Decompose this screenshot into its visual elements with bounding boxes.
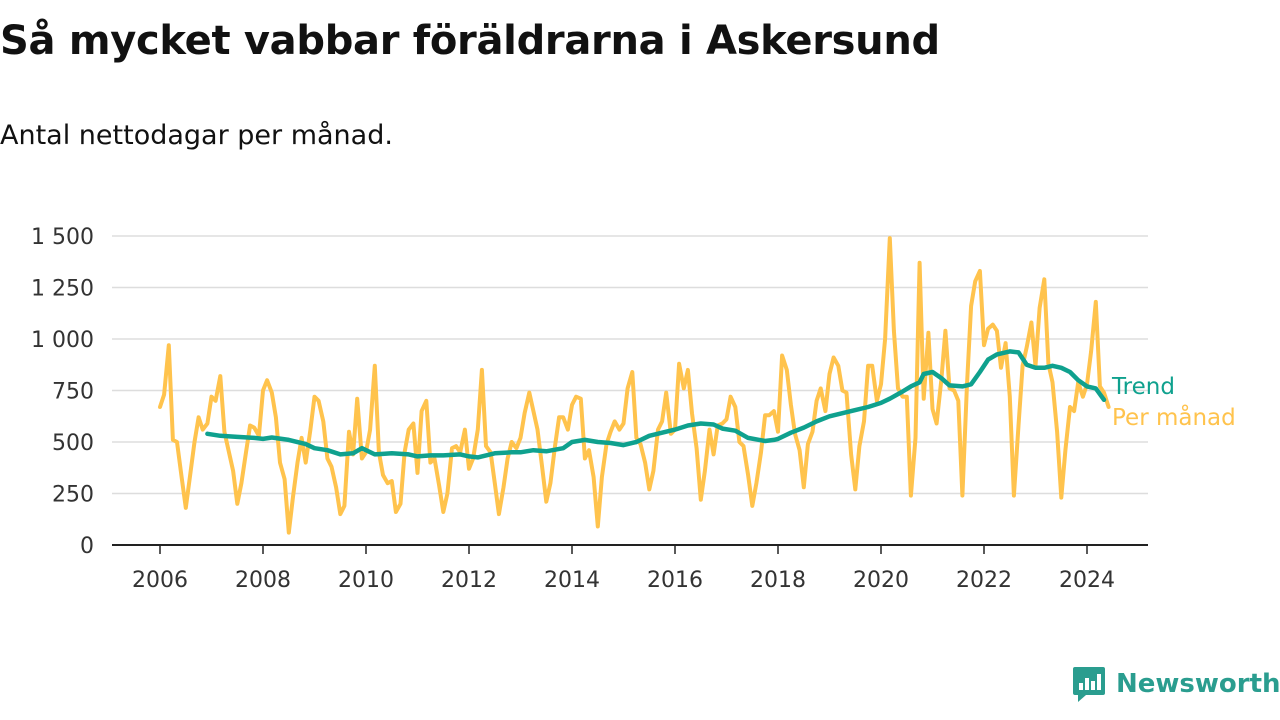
series-lines bbox=[158, 236, 1111, 535]
x-tick-label: 2020 bbox=[853, 568, 909, 593]
series-label-per-manad: Per månad bbox=[1112, 403, 1236, 431]
chart-subtitle: Antal nettodagar per månad. bbox=[0, 120, 393, 151]
brand-name: Newsworthy bbox=[1116, 669, 1280, 699]
series-labels: Trend Per månad bbox=[1111, 374, 1236, 431]
y-tick-label: 750 bbox=[52, 380, 94, 405]
x-tick-label: 2018 bbox=[750, 568, 806, 593]
axes: 0 250 500 750 1 000 1 250 1 500 2006 2008 2010 201… bbox=[31, 225, 1148, 593]
x-tick-label: 2010 bbox=[338, 568, 394, 593]
x-tick-label: 2006 bbox=[132, 568, 188, 593]
x-tick-label: 2014 bbox=[544, 568, 600, 593]
y-tick-label: 1 000 bbox=[31, 328, 94, 353]
x-tick-label: 2012 bbox=[441, 568, 497, 593]
x-tick-label: 2024 bbox=[1059, 568, 1115, 593]
x-tick-label: 2016 bbox=[647, 568, 703, 593]
y-tick-label: 250 bbox=[52, 483, 94, 508]
newsworthy-chart-icon bbox=[1073, 667, 1105, 702]
gridlines bbox=[112, 235, 1148, 495]
y-tick-label: 0 bbox=[80, 534, 94, 559]
x-tick-label: 2008 bbox=[235, 568, 291, 593]
y-tick-label: 1 500 bbox=[31, 225, 94, 250]
x-tick-label: 2022 bbox=[956, 568, 1012, 593]
series-line-per-manad bbox=[158, 236, 1111, 535]
y-tick-label: 500 bbox=[52, 431, 94, 456]
newsworthy-logo: Newsworthy bbox=[1072, 664, 1280, 704]
y-tick-label: 1 250 bbox=[31, 277, 94, 302]
chart-title: Så mycket vabbar föräldrarna i Askersund bbox=[0, 18, 940, 64]
series-label-trend: Trend bbox=[1111, 374, 1175, 400]
series-line-trend bbox=[205, 349, 1107, 460]
